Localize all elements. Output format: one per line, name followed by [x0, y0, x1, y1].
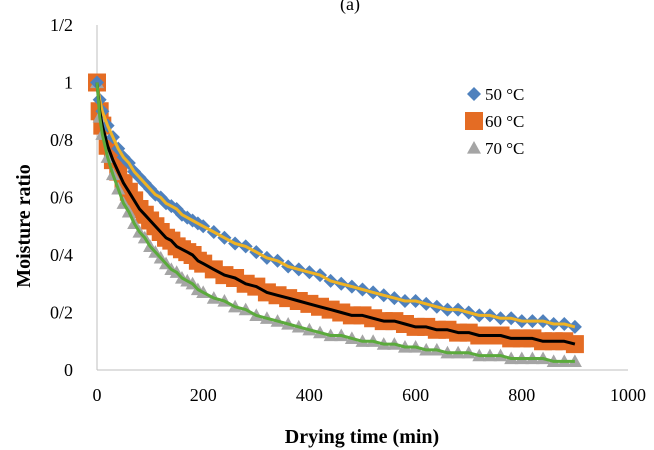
legend-label: 50 °C: [485, 85, 524, 104]
x-tick-label: 600: [402, 385, 429, 405]
tick-labels: 0 200 400 600 800 1000 0 0/2 0/4 0/6 0/8 1 1/2: [50, 15, 646, 405]
x-axis-title: Drying time (min): [285, 426, 439, 448]
diamond-marker: [467, 87, 481, 101]
y-axis-title: Moisture ratio: [13, 164, 35, 288]
y-tick-label: 0/4: [50, 245, 73, 265]
y-tick-label: 0: [64, 360, 73, 380]
fit-line: [95, 82, 576, 346]
x-tick-label: 1000: [610, 385, 646, 405]
triangle-marker: [467, 141, 481, 154]
fit-line: [95, 82, 576, 329]
fit-curves: [95, 82, 576, 363]
square-marker: [465, 112, 483, 130]
square-marker: [565, 335, 584, 354]
x-tick-label: 200: [190, 385, 217, 405]
fit-line: [95, 82, 575, 363]
x-tick-label: 800: [508, 385, 535, 405]
y-tick-label: 0/6: [50, 188, 73, 208]
x-tick-label: 400: [296, 385, 323, 405]
x-tick-label: 0: [93, 385, 102, 405]
y-tick-label: 0/8: [50, 130, 73, 150]
legend-label: 60 °C: [485, 112, 524, 131]
y-tick-label: 1: [64, 73, 73, 93]
chart-title: (a): [340, 0, 360, 15]
y-tick-label: 1/2: [50, 15, 73, 35]
legend: 50 °C 60 °C 70 °C: [465, 85, 524, 158]
legend-label: 70 °C: [485, 139, 524, 158]
y-tick-label: 0/2: [50, 303, 73, 323]
